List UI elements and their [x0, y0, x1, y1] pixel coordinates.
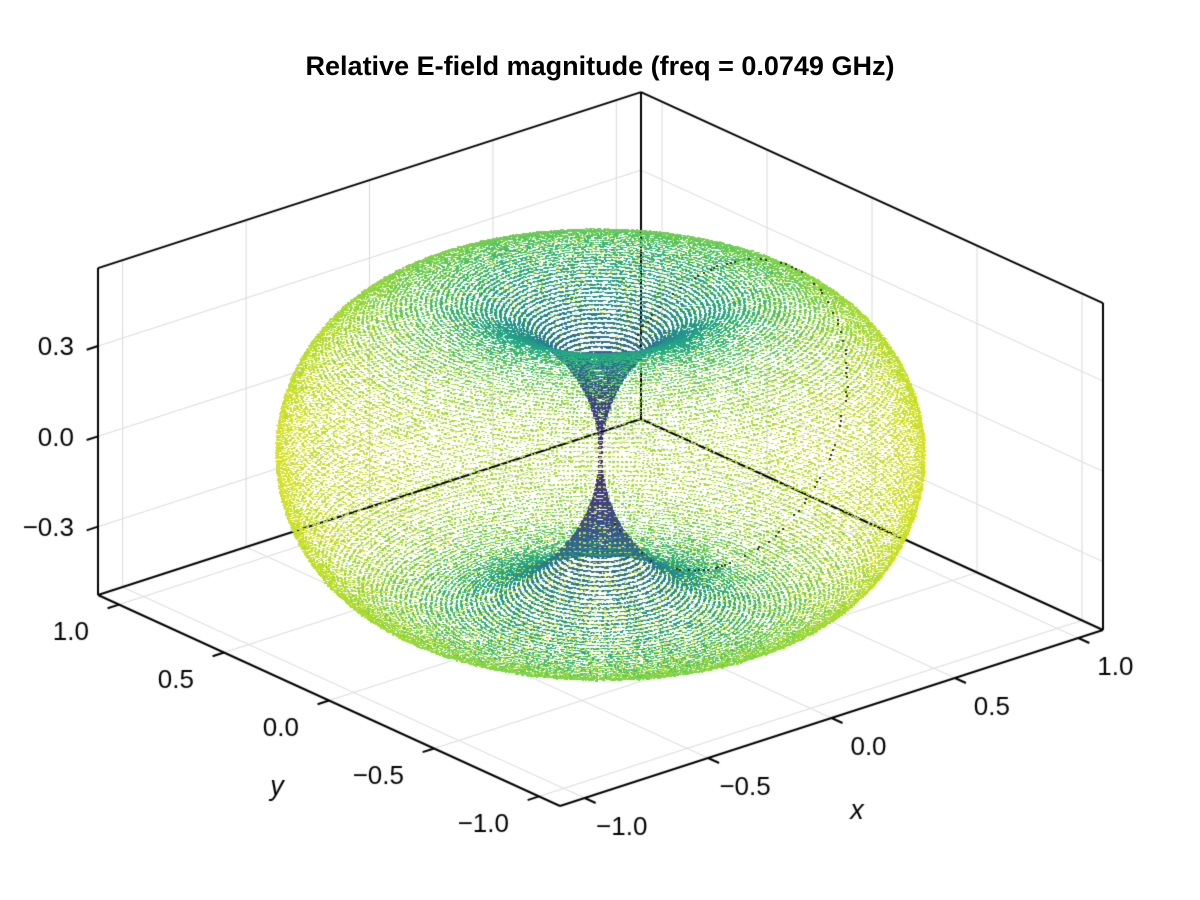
plot-title: Relative E-field magnitude (freq = 0.074… [305, 51, 895, 81]
